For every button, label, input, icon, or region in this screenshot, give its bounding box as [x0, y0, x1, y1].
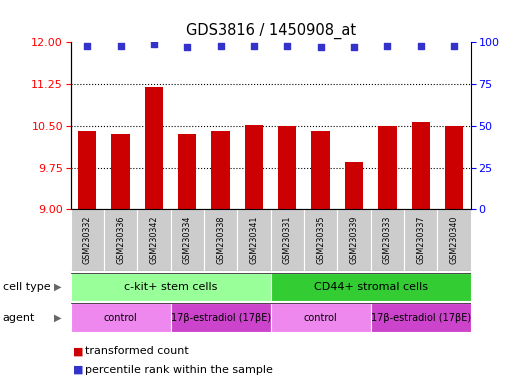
- Text: GSM230333: GSM230333: [383, 216, 392, 264]
- Text: GSM230336: GSM230336: [116, 216, 125, 264]
- Point: [450, 43, 458, 49]
- Bar: [304, 209, 337, 271]
- Text: control: control: [304, 313, 337, 323]
- Point: [117, 43, 125, 49]
- Bar: [204, 209, 237, 271]
- Bar: [437, 209, 471, 271]
- Text: c-kit+ stem cells: c-kit+ stem cells: [124, 282, 218, 292]
- Bar: [78, 131, 96, 209]
- Text: CD44+ stromal cells: CD44+ stromal cells: [314, 282, 428, 292]
- Text: GSM230335: GSM230335: [316, 216, 325, 264]
- Text: GSM230342: GSM230342: [150, 216, 158, 264]
- Text: ■: ■: [73, 346, 84, 356]
- Bar: [111, 134, 130, 209]
- Bar: [170, 303, 271, 332]
- Bar: [312, 131, 330, 209]
- Bar: [345, 162, 363, 209]
- Point: [217, 43, 225, 49]
- Point: [150, 41, 158, 47]
- Bar: [170, 209, 204, 271]
- Point: [416, 43, 425, 49]
- Bar: [211, 131, 230, 209]
- Text: cell type: cell type: [3, 282, 50, 292]
- Point: [183, 44, 191, 50]
- Bar: [145, 87, 163, 209]
- Text: GSM230340: GSM230340: [450, 216, 459, 264]
- Text: GSM230341: GSM230341: [249, 216, 258, 264]
- Text: GSM230332: GSM230332: [83, 216, 92, 264]
- Text: GSM230337: GSM230337: [416, 216, 425, 264]
- Text: percentile rank within the sample: percentile rank within the sample: [85, 365, 272, 375]
- Bar: [371, 209, 404, 271]
- Point: [383, 43, 392, 49]
- Bar: [445, 126, 463, 209]
- Text: ▶: ▶: [54, 282, 61, 292]
- Bar: [104, 209, 137, 271]
- Bar: [271, 303, 371, 332]
- Text: ▶: ▶: [54, 313, 61, 323]
- Bar: [378, 126, 396, 209]
- Point: [83, 43, 92, 49]
- Bar: [271, 209, 304, 271]
- Text: ■: ■: [73, 365, 84, 375]
- Text: control: control: [104, 313, 138, 323]
- Bar: [337, 209, 371, 271]
- Bar: [371, 303, 471, 332]
- Text: agent: agent: [3, 313, 35, 323]
- Bar: [71, 209, 104, 271]
- Text: GSM230334: GSM230334: [183, 216, 192, 264]
- Text: GSM230331: GSM230331: [283, 216, 292, 264]
- Bar: [404, 209, 437, 271]
- Point: [283, 43, 291, 49]
- Bar: [237, 209, 271, 271]
- Bar: [245, 125, 263, 209]
- Bar: [137, 209, 170, 271]
- Bar: [278, 126, 297, 209]
- Point: [316, 44, 325, 50]
- Bar: [71, 273, 271, 301]
- Bar: [271, 273, 471, 301]
- Text: transformed count: transformed count: [85, 346, 188, 356]
- Bar: [412, 122, 430, 209]
- Bar: [178, 134, 197, 209]
- Bar: [71, 303, 170, 332]
- Text: 17β-estradiol (17βE): 17β-estradiol (17βE): [170, 313, 271, 323]
- Text: GSM230339: GSM230339: [349, 216, 358, 264]
- Point: [350, 44, 358, 50]
- Point: [250, 43, 258, 49]
- Title: GDS3816 / 1450908_at: GDS3816 / 1450908_at: [186, 23, 356, 40]
- Text: 17β-estradiol (17βE): 17β-estradiol (17βE): [371, 313, 471, 323]
- Text: GSM230338: GSM230338: [216, 216, 225, 264]
